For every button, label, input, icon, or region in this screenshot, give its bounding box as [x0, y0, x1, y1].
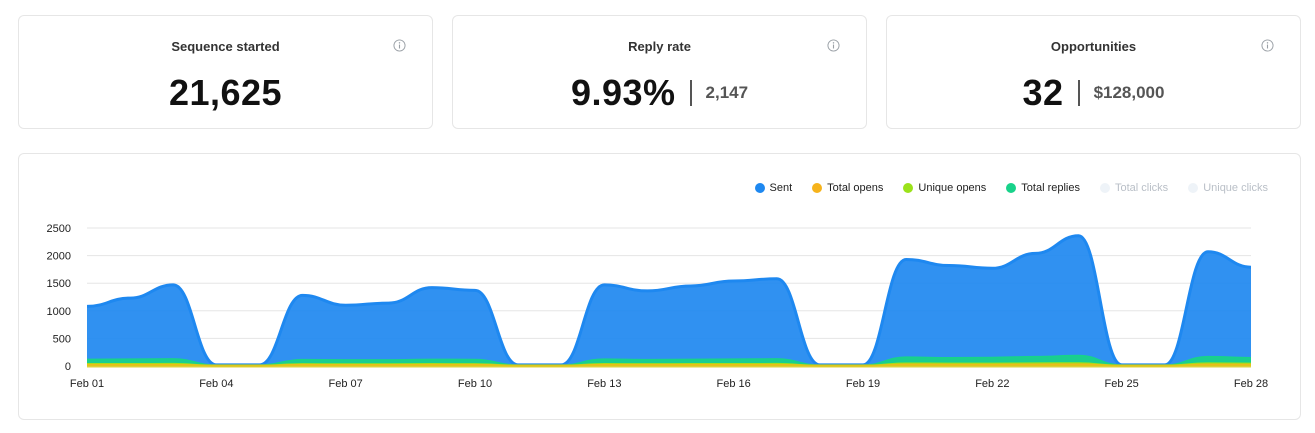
stat-title: Reply rate	[628, 39, 691, 54]
legend-item-unique-clicks[interactable]: Unique clicks	[1188, 182, 1268, 194]
legend-label: Total opens	[827, 182, 884, 194]
info-icon[interactable]	[1261, 39, 1274, 52]
stat-value: 21,625	[168, 72, 283, 113]
x-tick-label: Feb 07	[329, 378, 363, 390]
activity-chart-card: Sent Total opens Unique opens Total replies…	[18, 153, 1301, 420]
x-tick-label: Feb 25	[1105, 378, 1139, 390]
stat-secondary-value: 2,147	[705, 83, 749, 102]
y-tick-label: 2000	[47, 251, 71, 263]
legend-label: Total clicks	[1115, 182, 1169, 194]
y-tick-label: 1500	[47, 278, 71, 290]
stat-title: Sequence started	[171, 39, 280, 54]
legend-swatch	[754, 183, 765, 193]
activity-area-chart: 0 500 1000 1500 2000 2500 Feb 01 Feb 04 Feb 07 Fe…	[47, 223, 1269, 390]
x-tick-label: Feb 22	[975, 378, 1009, 390]
legend-swatch	[812, 183, 823, 193]
stat-card-reply-rate: Reply rate 9.93% 2,147	[452, 15, 867, 129]
stat-divider	[1077, 80, 1080, 106]
x-tick-label: Feb 01	[70, 378, 104, 390]
legend-label: Unique opens	[918, 182, 987, 194]
chart-legend: Sent Total opens Unique opens Total replies…	[735, 182, 1268, 194]
x-tick-label: Feb 04	[199, 378, 233, 390]
line-sent	[86, 234, 1252, 367]
legend-item-total-clicks[interactable]: Total clicks	[1100, 182, 1168, 194]
legend-swatch	[903, 183, 914, 193]
stat-value: 9.93%	[570, 72, 676, 113]
stat-title: Opportunities	[1050, 39, 1137, 54]
stat-card-sequence-started: Sequence started 21,625	[18, 15, 433, 129]
x-tick-label: Feb 16	[717, 378, 751, 390]
legend-swatch	[1006, 183, 1017, 193]
area-sent	[87, 235, 1251, 366]
y-tick-label: 500	[53, 333, 71, 345]
stat-value: 32	[1022, 72, 1064, 113]
info-icon[interactable]	[827, 39, 840, 52]
legend-item-total-replies[interactable]: Total replies	[1006, 182, 1080, 194]
x-tick-label: Feb 19	[846, 378, 880, 390]
stat-card-opportunities: Opportunities 32 $128,000	[886, 15, 1301, 129]
legend-label: Sent	[769, 182, 793, 194]
info-icon[interactable]	[393, 39, 406, 52]
x-tick-label: Feb 10	[458, 378, 492, 390]
y-tick-label: 2500	[47, 223, 71, 235]
legend-item-sent[interactable]: Sent	[754, 182, 793, 194]
y-tick-label: 0	[65, 361, 71, 373]
legend-swatch	[1100, 183, 1110, 193]
legend-item-total-opens[interactable]: Total opens	[812, 182, 883, 194]
legend-label: Total replies	[1021, 182, 1080, 194]
legend-item-unique-opens[interactable]: Unique opens	[903, 182, 986, 194]
stat-divider	[689, 80, 692, 106]
line-total-replies	[86, 354, 1252, 366]
x-tick-label: Feb 28	[1234, 378, 1268, 390]
y-tick-label: 1000	[47, 306, 71, 318]
legend-swatch	[1188, 183, 1199, 193]
legend-label: Unique clicks	[1203, 182, 1268, 194]
stat-secondary-value: $128,000	[1093, 83, 1165, 102]
x-tick-label: Feb 13	[587, 378, 621, 390]
